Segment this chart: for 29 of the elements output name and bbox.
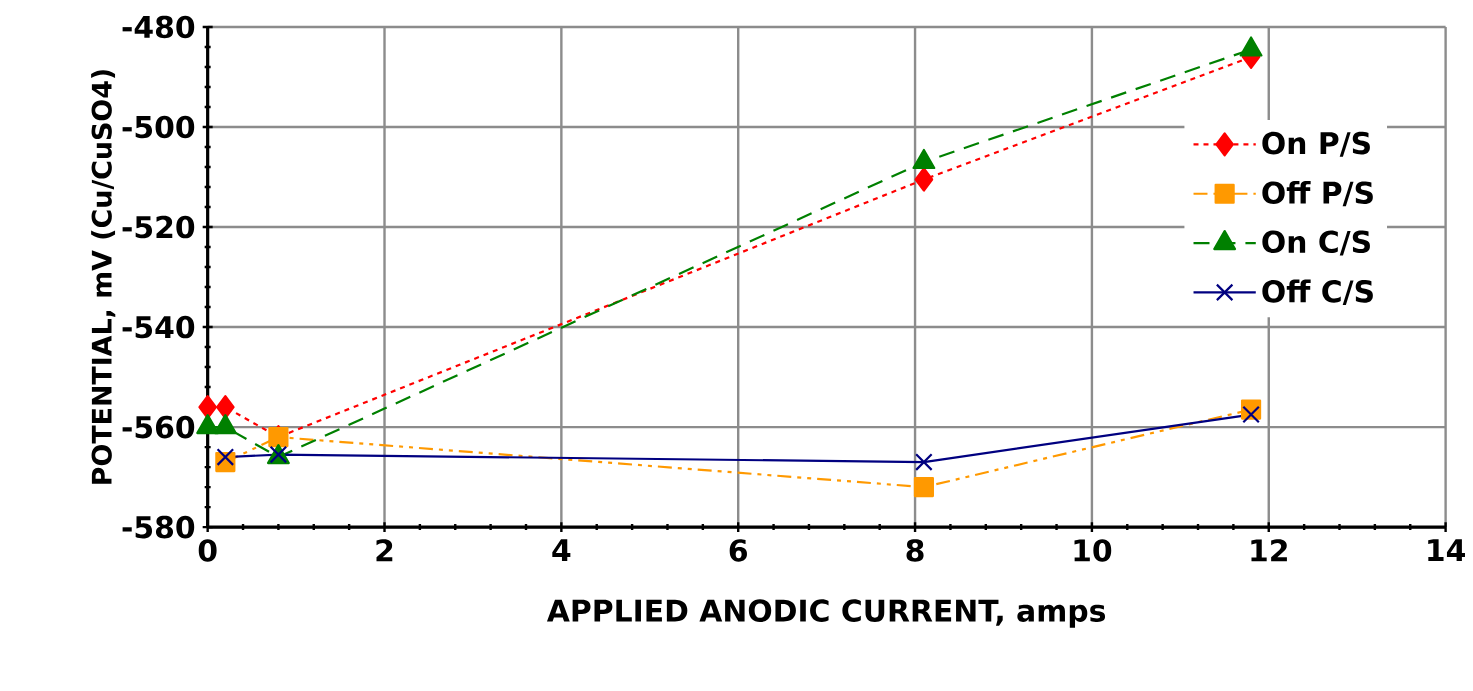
point xyxy=(912,148,936,170)
y-tick-label: -500 xyxy=(122,115,195,139)
point xyxy=(914,167,934,192)
x-axis-title: APPLIED ANODIC CURRENT, amps xyxy=(546,599,1106,628)
x-tick-label: 12 xyxy=(1251,539,1287,562)
point xyxy=(915,453,933,472)
legend-label: Off C/S xyxy=(1262,279,1373,306)
point xyxy=(198,395,217,420)
y-tick-label: -520 xyxy=(122,215,195,239)
x-tick-label: 2 xyxy=(376,539,393,562)
point xyxy=(216,395,235,420)
point xyxy=(216,448,235,467)
legend-label: On P/S xyxy=(1262,131,1370,157)
y-tick-label: -540 xyxy=(122,315,195,339)
x-tick-label: 0 xyxy=(198,539,217,562)
y-axis-title: POTENTIAL, mV (Cu/CuSO4) xyxy=(91,70,116,484)
legend-label: Off P/S xyxy=(1262,181,1373,207)
x-tick-label: 10 xyxy=(1074,539,1112,562)
x-tick-label: 4 xyxy=(552,539,571,561)
x-tick-label: 8 xyxy=(906,539,924,562)
point xyxy=(1239,36,1263,57)
y-tick-label: -560 xyxy=(122,415,195,439)
point xyxy=(1242,405,1260,424)
legend-label: On C/S xyxy=(1262,230,1370,256)
x-tick-label: 14 xyxy=(1428,539,1465,561)
y-tick-label: -480 xyxy=(122,15,195,39)
point xyxy=(913,477,934,498)
y-tick-label: -580 xyxy=(122,515,195,539)
x-tick-label: 6 xyxy=(729,539,747,562)
